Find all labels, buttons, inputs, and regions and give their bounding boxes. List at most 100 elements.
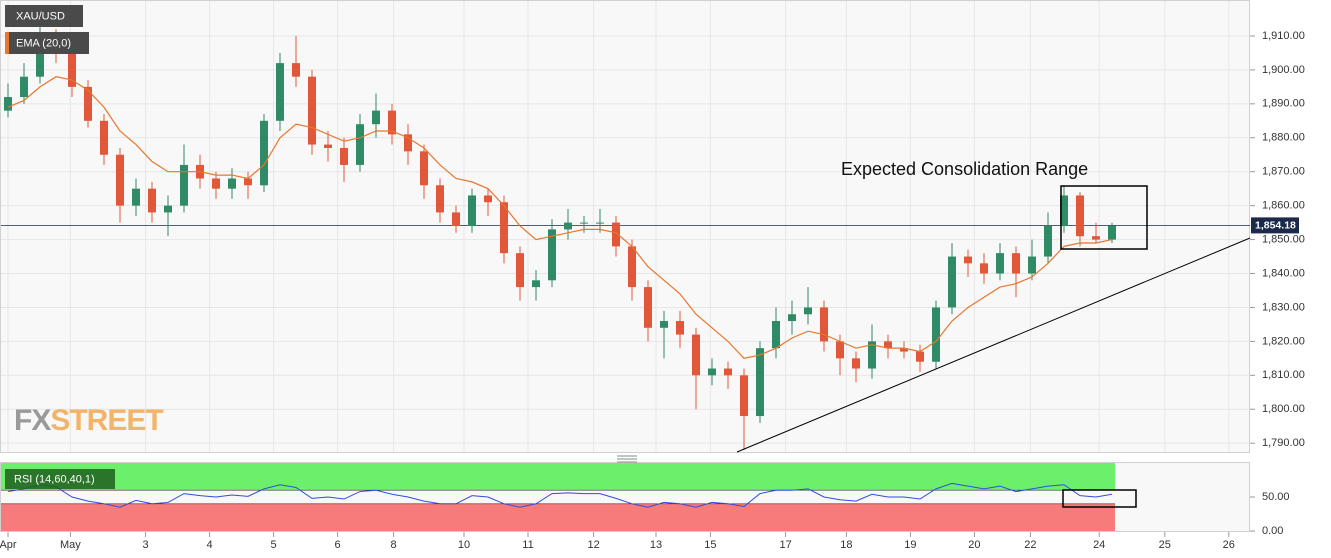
candle-body <box>804 307 812 315</box>
candle-body <box>756 348 764 417</box>
x-tick-label: 19 <box>904 539 916 551</box>
candle-body <box>916 351 924 362</box>
x-tick-label: Apr <box>0 539 17 551</box>
candle-body <box>788 314 796 322</box>
annotation: Expected Consolidation Range <box>841 159 1088 179</box>
legend-box <box>5 5 83 27</box>
x-tick-label: 11 <box>522 539 533 551</box>
consolidation-box <box>1060 185 1148 250</box>
y-tick-label: 1,900.00 <box>1262 64 1305 76</box>
y-tick-label: 1,850.00 <box>1262 233 1305 245</box>
legend-rsi: RSI (14,60,40,1) <box>14 473 95 485</box>
candle-body <box>548 229 556 281</box>
candle-body <box>36 42 44 77</box>
candle-body <box>836 341 844 359</box>
price-panel <box>0 0 1250 453</box>
divider <box>617 455 637 463</box>
candle-body <box>820 307 828 342</box>
x-tick-label: 13 <box>650 539 662 551</box>
candle-body <box>1092 236 1100 240</box>
rsi-box <box>1062 489 1137 508</box>
legend-ema: EMA (20,0) <box>16 37 71 49</box>
candle-body <box>612 222 620 247</box>
rsi-lower-zone <box>1 503 1115 531</box>
candle-body <box>452 212 460 226</box>
candle-body <box>1108 225 1116 240</box>
candle-body <box>212 178 220 189</box>
candle-body <box>372 110 380 125</box>
candle-body <box>68 49 76 87</box>
y-tick-label: 1,830.00 <box>1262 301 1305 313</box>
y-tick-label: 1,890.00 <box>1262 98 1305 110</box>
legend-box <box>5 469 115 489</box>
candle-body <box>628 246 636 288</box>
candle-body <box>340 147 348 165</box>
candle-body <box>500 202 508 254</box>
candle-body <box>564 222 572 230</box>
candle-body <box>708 368 716 376</box>
candle-body <box>996 253 1004 274</box>
candle-body <box>1044 226 1052 257</box>
x-tick-label: 6 <box>335 539 341 551</box>
candle-body <box>164 205 172 213</box>
x-tick-label: 8 <box>391 539 397 551</box>
candle-body <box>948 256 956 308</box>
x-tick-label: 10 <box>458 539 470 551</box>
candle-body <box>308 76 316 145</box>
candle-body <box>852 358 860 369</box>
candle-body <box>244 178 252 186</box>
x-tick-label: May <box>60 539 81 551</box>
candle-body <box>1076 195 1084 237</box>
candle-body <box>404 134 412 152</box>
candle-body <box>532 280 540 288</box>
x-tick-label: 5 <box>271 539 277 551</box>
candle-body <box>900 348 908 352</box>
y-tick-label: 1,910.00 <box>1262 30 1305 42</box>
candle-body <box>868 341 876 369</box>
candle-body <box>1060 195 1068 226</box>
legend-title: XAU/USD <box>16 10 65 22</box>
y-tick-label: 0.00 <box>1262 525 1283 537</box>
candle-body <box>420 151 428 186</box>
y-tick-label: 1,860.00 <box>1262 200 1305 212</box>
y-tick-label: 1,870.00 <box>1262 166 1305 178</box>
candle-body <box>516 253 524 288</box>
y-tick-label: 1,790.00 <box>1262 437 1305 449</box>
last-price-label: 1,854.18 <box>1255 220 1296 232</box>
candle-body <box>484 195 492 203</box>
x-tick-label: 25 <box>1159 539 1171 551</box>
candle-body <box>964 256 972 264</box>
candle-body <box>644 287 652 328</box>
candle-body <box>324 144 332 148</box>
x-tick-label: 12 <box>587 539 599 551</box>
legend-swatch <box>5 32 9 54</box>
candle-body <box>1012 253 1020 274</box>
y-tick-label: 1,800.00 <box>1262 403 1305 415</box>
candle-body <box>772 321 780 349</box>
watermark: FXSTREET <box>14 404 163 437</box>
candle-body <box>148 188 156 213</box>
x-tick-label: 18 <box>840 539 852 551</box>
y-tick-label: 1,840.00 <box>1262 267 1305 279</box>
candle-body <box>724 368 732 376</box>
candle-body <box>132 188 140 206</box>
candle-body <box>436 185 444 213</box>
last-price-box <box>1251 217 1299 234</box>
candle-body <box>884 341 892 349</box>
x-tick-label: 20 <box>968 539 980 551</box>
x-tick-label: 15 <box>704 539 716 551</box>
y-tick-label: 1,880.00 <box>1262 132 1305 144</box>
candle-body <box>692 334 700 376</box>
x-tick-label: 24 <box>1093 539 1105 551</box>
candle-body <box>20 76 28 98</box>
legend-box <box>5 32 89 54</box>
candle-body <box>276 63 284 121</box>
x-tick-label: 22 <box>1024 539 1036 551</box>
trend-line <box>736 237 1251 453</box>
watermark-street: STREET <box>50 404 163 437</box>
candle-body <box>596 222 604 224</box>
candle-body <box>292 63 300 77</box>
candle-body <box>388 110 396 135</box>
candle-body <box>228 178 236 189</box>
rsi-line <box>7 482 1113 508</box>
